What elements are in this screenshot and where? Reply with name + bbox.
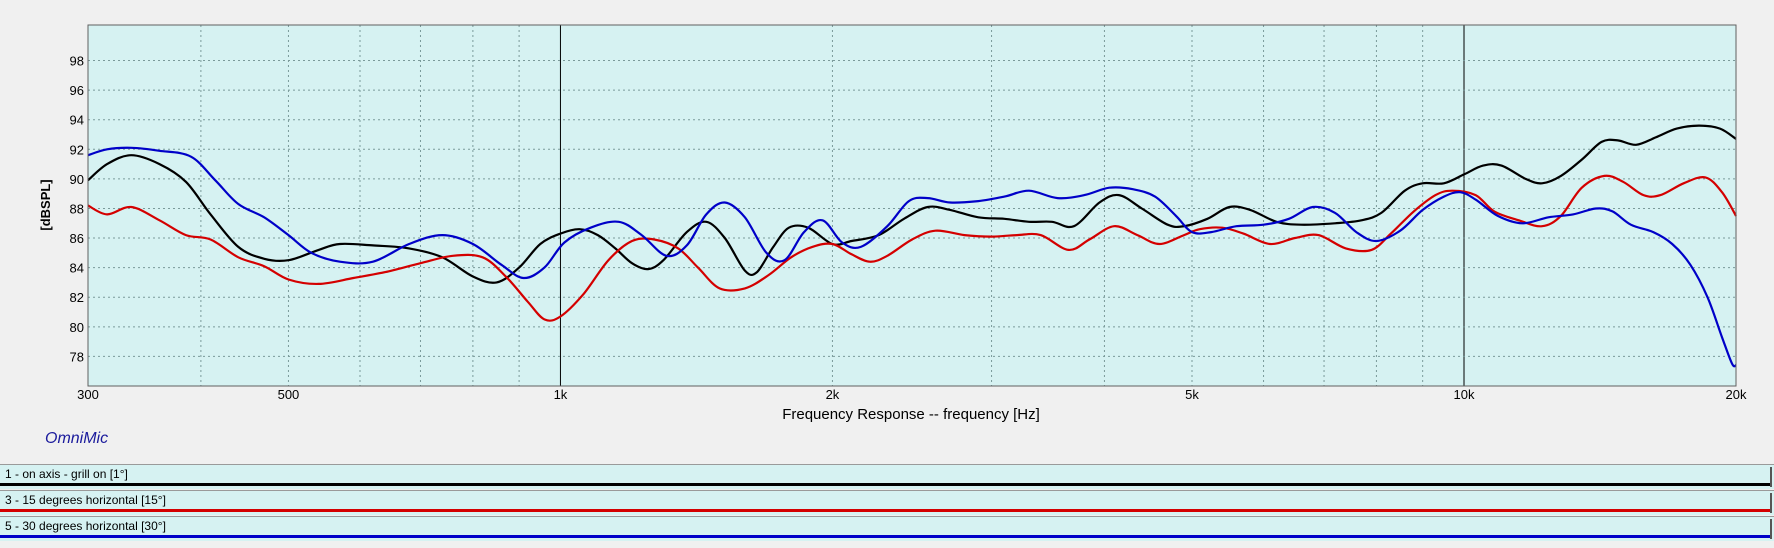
x-tick-label: 500 bbox=[278, 387, 300, 402]
y-tick-label: 84 bbox=[70, 261, 84, 276]
y-tick-label: 88 bbox=[70, 201, 84, 216]
legend-label: 5 - 30 degrees horizontal [30°] bbox=[5, 519, 166, 533]
y-tick-label: 98 bbox=[70, 54, 84, 69]
x-tick-label: 1k bbox=[554, 387, 568, 402]
legend-endcap bbox=[1770, 467, 1772, 487]
y-tick-label: 82 bbox=[70, 290, 84, 305]
x-tick-label: 5k bbox=[1185, 387, 1199, 402]
legend-swatch bbox=[0, 535, 1770, 538]
plot-area bbox=[88, 25, 1736, 386]
x-axis-label: Frequency Response -- frequency [Hz] bbox=[782, 406, 1040, 423]
series-line-1 bbox=[87, 124, 1737, 284]
y-tick-label: 94 bbox=[70, 113, 84, 128]
legend-swatch bbox=[0, 483, 1770, 486]
x-tick-labels: 300 500 1k 2k 5k 10k 20k bbox=[77, 387, 1747, 402]
y-tick-label: 80 bbox=[70, 320, 84, 335]
x-tick-label: 10k bbox=[1454, 387, 1475, 402]
series-line-2 bbox=[87, 174, 1737, 322]
legend-label: 1 - on axis - grill on [1°] bbox=[5, 467, 128, 481]
legend-item-3[interactable]: 3 - 15 degrees horizontal [15°] bbox=[0, 490, 1774, 515]
y-axis-label: [dBSPL] bbox=[38, 179, 53, 230]
x-tick-label: 300 bbox=[77, 387, 99, 402]
y-tick-labels: 78 80 82 84 86 88 90 92 94 96 98 bbox=[70, 54, 84, 365]
y-tick-label: 96 bbox=[70, 83, 84, 98]
legend-item-1[interactable]: 1 - on axis - grill on [1°] bbox=[0, 464, 1774, 489]
x-tick-label: 2k bbox=[826, 387, 840, 402]
legend-endcap bbox=[1770, 493, 1772, 513]
x-tick-label: 20k bbox=[1726, 387, 1747, 402]
brand-label: OmniMic bbox=[45, 430, 109, 447]
y-tick-label: 86 bbox=[70, 231, 84, 246]
plot-border bbox=[87, 24, 1737, 387]
series-line-3 bbox=[87, 146, 1737, 368]
y-tick-label: 92 bbox=[70, 142, 84, 157]
y-tick-label: 90 bbox=[70, 172, 84, 187]
legend-endcap bbox=[1770, 519, 1772, 539]
grid-lines bbox=[88, 25, 1736, 386]
legend-label: 3 - 15 degrees horizontal [15°] bbox=[5, 493, 166, 507]
series-lines bbox=[87, 124, 1737, 368]
legend-item-5[interactable]: 5 - 30 degrees horizontal [30°] bbox=[0, 516, 1774, 541]
y-tick-label: 78 bbox=[70, 349, 84, 364]
legend-swatch bbox=[0, 509, 1770, 512]
